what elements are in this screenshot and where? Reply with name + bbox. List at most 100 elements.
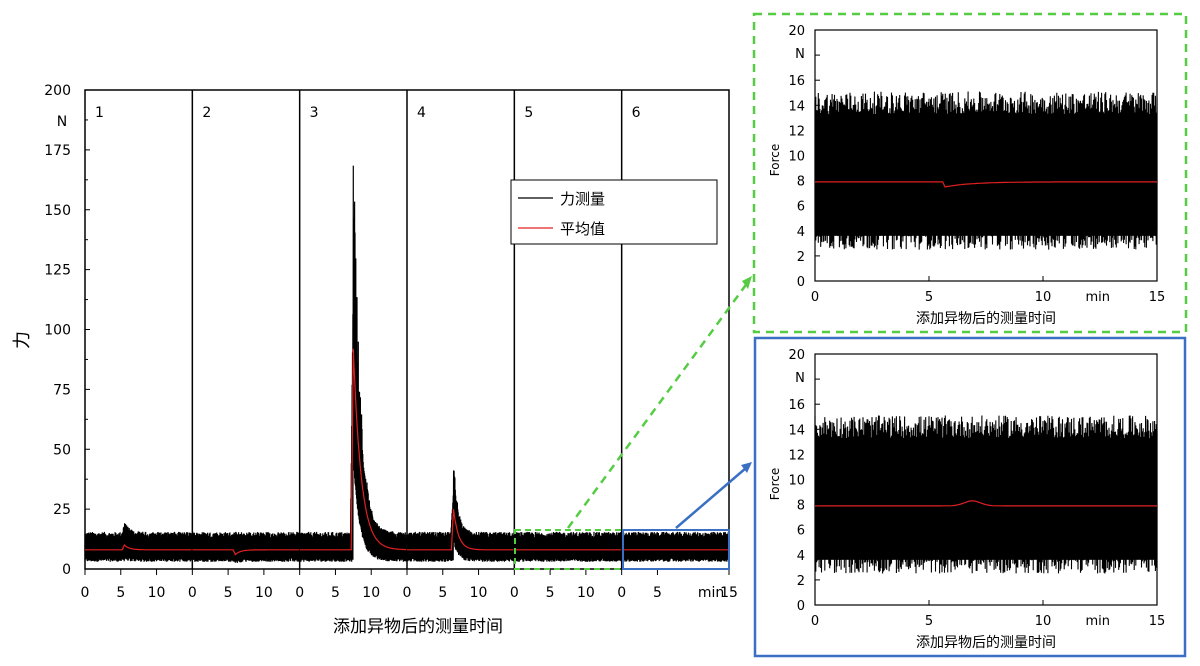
main-x-axis-label: 添加异物后的测量时间 — [333, 617, 503, 637]
zoom-y-tick-label: 20 — [788, 24, 805, 39]
zoom-mean-trace — [815, 181, 1157, 188]
main-x-tick-label: 10 — [255, 585, 273, 601]
main-x-tick-label: 5 — [331, 585, 340, 601]
zoom-y-tick-label: 16 — [788, 74, 805, 89]
force-trace — [84, 523, 193, 562]
main-x-tick-label: 5 — [653, 585, 662, 601]
panel-label: 3 — [310, 105, 319, 121]
zoom-frame-green — [752, 12, 1188, 334]
zoom-y-tick-label: 12 — [788, 124, 805, 139]
main-y-axis-label: 力 — [12, 331, 33, 349]
zoom-x-tick-label: 15 — [1149, 290, 1166, 305]
zoom-b-content: 0 2 4 6 8 10 12 14 16 20 0 5 10 min 15 — [788, 348, 1165, 629]
zoom-connector-green — [566, 281, 750, 529]
zoom-y-tick-label: 10 — [788, 474, 805, 489]
main-y-axis: 0 25 50 75 100 125 150 175 200 — [44, 83, 90, 578]
panel-label: 1 — [95, 105, 104, 121]
zoom-y-tick-label: 20 — [788, 348, 805, 363]
main-x-tick-label: 10 — [148, 585, 166, 601]
main-x-tick-label: 0 — [188, 585, 197, 601]
zoom-y-tick-label: 16 — [788, 398, 805, 413]
zoom-x-tick-label: 10 — [1035, 614, 1052, 629]
zoom-b-y-unit: N — [795, 371, 805, 386]
zoom-box-panel-5 — [514, 529, 624, 570]
zoom-x-tick-label: 5 — [925, 290, 933, 305]
legend: 力测量 平均值 — [510, 179, 718, 245]
zoom-y-tick-label: 6 — [797, 200, 805, 215]
main-panels: 1 2 3 4 5 6 — [84, 90, 730, 569]
force-trace — [513, 531, 623, 562]
zoom-arrowhead-green — [742, 276, 752, 289]
main-x-tick-label: min — [698, 585, 724, 601]
main-x-tick-label: 10 — [577, 585, 595, 601]
panel-label: 6 — [632, 105, 641, 121]
main-x-tick-label: 0 — [403, 585, 412, 601]
zoom-mean-trace — [815, 500, 1157, 507]
zoom-b-x-axis-label: 添加异物后的测量时间 — [916, 635, 1056, 651]
main-y-tick-label: 25 — [53, 502, 71, 518]
zoom-y-tick-label: 12 — [788, 448, 805, 463]
main-y-tick-label: 50 — [53, 442, 71, 458]
zoom-connector-blue — [675, 467, 747, 529]
force-trace — [299, 165, 408, 562]
main-y-unit: N — [57, 114, 67, 130]
panel-label: 2 — [202, 105, 211, 121]
zoom-x-tick-label: 10 — [1035, 290, 1052, 305]
zoom-a-x-axis-label: 添加异物后的测量时间 — [916, 311, 1056, 327]
zoom-a-y-axis-label: Force — [768, 144, 782, 176]
main-y-tick-label: 150 — [44, 203, 71, 219]
zoom-y-tick-label: 0 — [797, 275, 805, 290]
mean-trace — [85, 543, 193, 551]
zoom-force-fill — [816, 122, 1156, 236]
zoom-y-tick-label: 8 — [797, 499, 805, 514]
zoom-y-tick-label: 10 — [788, 150, 805, 165]
main-x-tick-label: 15 — [720, 585, 738, 601]
main-y-tick-label: 100 — [44, 323, 71, 339]
main-y-tick-label: 125 — [44, 263, 71, 279]
zoom-x-tick-label: min — [1085, 290, 1110, 305]
zoom-x-tick-label: 0 — [811, 290, 819, 305]
zoom-a-y-unit: N — [795, 47, 805, 62]
zoom-box-panel-6 — [622, 529, 730, 570]
force-trace — [191, 531, 301, 564]
zoom-chart-bottom: 0 2 4 6 8 10 12 14 16 20 0 5 10 min 15 N Force 添加异物后的测… — [753, 336, 1187, 658]
mean-trace — [192, 549, 300, 556]
zoom-a-content: 0 2 4 6 8 10 12 14 16 20 0 5 10 min 15 — [788, 24, 1165, 305]
zoom-force-fill — [816, 446, 1156, 560]
main-x-tick-label: 0 — [295, 585, 304, 601]
main-y-tick-label: 75 — [53, 382, 71, 398]
zoom-y-tick-label: 0 — [797, 599, 805, 614]
zoom-y-tick-label: 14 — [788, 99, 805, 114]
main-x-tick-label: 0 — [81, 585, 90, 601]
zoom-x-tick-label: min — [1085, 614, 1110, 629]
zoom-y-tick-label: 8 — [797, 175, 805, 190]
zoom-y-tick-label: 4 — [797, 225, 805, 240]
main-x-tick-label: 5 — [438, 585, 447, 601]
force-trace — [406, 470, 515, 562]
main-y-tick-label: 200 — [44, 83, 71, 99]
zoom-y-tick-label: 2 — [797, 250, 805, 265]
mean-trace — [407, 509, 515, 551]
zoom-frame-blue — [753, 336, 1187, 658]
main-x-tick-label: 5 — [546, 585, 555, 601]
main-x-tick-label: 5 — [224, 585, 233, 601]
zoom-y-tick-label: 14 — [788, 423, 805, 438]
zoom-x-tick-label: 0 — [811, 614, 819, 629]
legend-box — [510, 179, 718, 245]
main-x-tick-label: 0 — [617, 585, 626, 601]
main-y-tick-label: 175 — [44, 143, 71, 159]
panel-label: 4 — [417, 105, 426, 121]
legend-label-mean: 平均值 — [560, 220, 605, 238]
mean-trace — [299, 348, 407, 551]
zoom-x-tick-label: 15 — [1149, 614, 1166, 629]
force-trace — [621, 531, 730, 562]
main-y-tick-label: 0 — [62, 562, 71, 578]
zoom-chart-top: 0 2 4 6 8 10 12 14 16 20 0 5 10 min 15 N Force 添加异物后的测… — [752, 12, 1188, 334]
zoom-x-tick-label: 5 — [925, 614, 933, 629]
main-x-tick-label: 5 — [116, 585, 125, 601]
zoom-y-tick-label: 2 — [797, 574, 805, 589]
zoom-y-tick-label: 4 — [797, 549, 805, 564]
